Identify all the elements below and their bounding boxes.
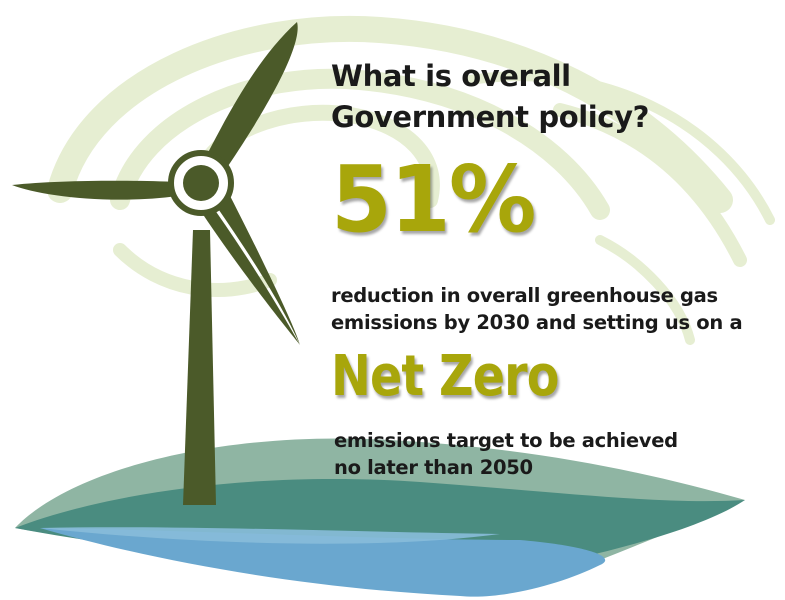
stat-description: reduction in overall greenhouse gas emis… (331, 282, 743, 336)
net-zero-label: Net Zero (331, 344, 559, 409)
target-description-line-1: emissions target to be achieved (334, 429, 678, 452)
target-description: emissions target to be achieved no later… (334, 427, 678, 481)
stat-description-line-1: reduction in overall greenhouse gas (331, 284, 718, 307)
heading-line-2: Government policy? (331, 100, 650, 134)
wind-turbine-icon (12, 22, 300, 505)
heading: What is overall Government policy? (331, 56, 649, 138)
stat-description-line-2: emissions by 2030 and setting us on a (331, 311, 743, 334)
heading-line-1: What is overall (331, 59, 571, 93)
percent-stat: 51% (331, 146, 536, 253)
target-description-line-2: no later than 2050 (334, 456, 533, 479)
